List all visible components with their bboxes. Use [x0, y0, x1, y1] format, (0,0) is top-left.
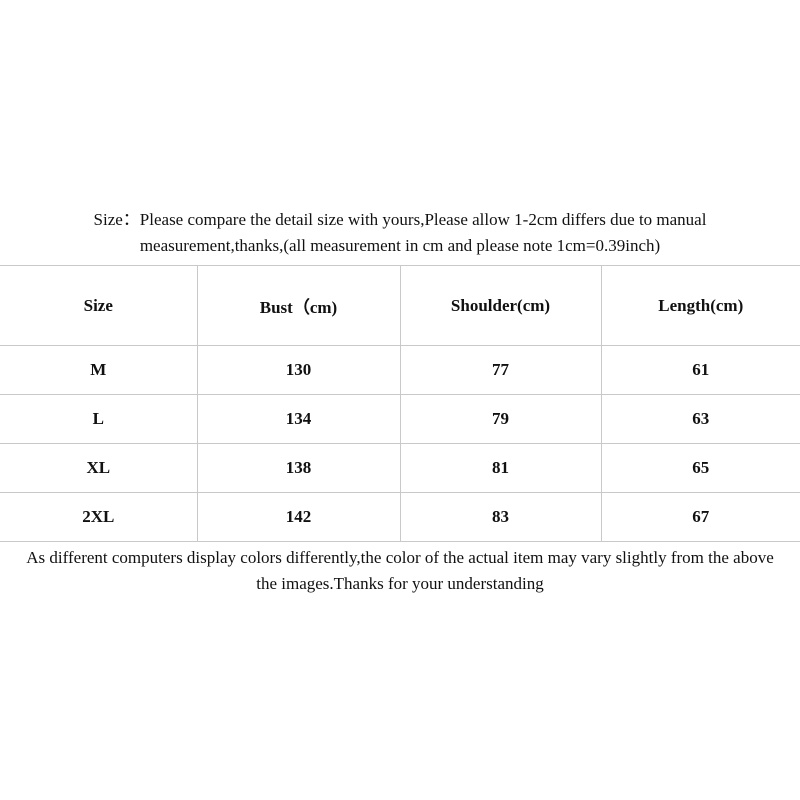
- table-row: XL 138 81 65: [0, 443, 800, 493]
- note-text: As different computers display colors di…: [0, 545, 800, 597]
- table-cell: 81: [399, 443, 602, 493]
- header-row: Size Bust（cm) Shoulder(cm) Length(cm): [0, 265, 800, 346]
- table-cell: M: [0, 345, 198, 395]
- intro-line: measurement,thanks,(all measurement in c…: [139, 236, 661, 255]
- table-cell: 79: [399, 394, 602, 444]
- table-cell: 61: [600, 345, 800, 395]
- table-cell: 142: [196, 492, 401, 542]
- intro-line: Size：Please compare the detail size with…: [93, 210, 707, 229]
- table-cell: 83: [399, 492, 602, 542]
- table-cell: 63: [600, 394, 800, 444]
- intro-text: Size：Please compare the detail size with…: [0, 207, 800, 259]
- table-cell: 65: [600, 443, 800, 493]
- table-cell: L: [0, 394, 198, 444]
- note-line: the images.Thanks for your understanding: [256, 574, 544, 593]
- table-row: L 134 79 63: [0, 394, 800, 444]
- table-cell: 67: [600, 492, 800, 542]
- table-cell: 2XL: [0, 492, 198, 542]
- header-cell: Shoulder(cm): [399, 265, 602, 346]
- table-cell: 138: [196, 443, 401, 493]
- table-row: M 130 77 61: [0, 345, 800, 395]
- table-cell: XL: [0, 443, 198, 493]
- table-cell: 130: [196, 345, 401, 395]
- header-cell: Bust（cm): [196, 265, 401, 346]
- header-cell: Length(cm): [600, 265, 800, 346]
- table-cell: 77: [399, 345, 602, 395]
- size-table: Size Bust（cm) Shoulder(cm) Length(cm) M 130 7…: [0, 265, 800, 542]
- header-cell: Size: [0, 265, 198, 346]
- table-cell: 134: [196, 394, 401, 444]
- table-body: M 130 77 61 L 134 79 63 XL 138 81 65 2XL 142 83 67: [0, 345, 800, 542]
- table-row: 2XL 142 83 67: [0, 492, 800, 542]
- note-line: As different computers display colors di…: [26, 548, 774, 567]
